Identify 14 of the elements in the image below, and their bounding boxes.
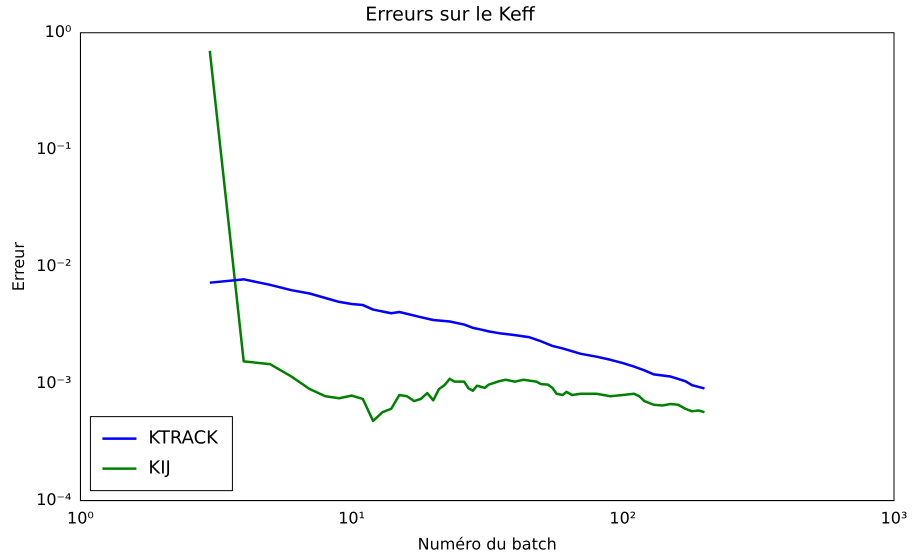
y-tick-label: 10⁻² [36, 256, 72, 275]
y-tick-label: 10⁻⁴ [36, 490, 72, 509]
y-tick-label: 10⁻³ [36, 372, 72, 392]
x-axis-title: Numéro du batch [418, 534, 557, 554]
y-tick-label: 10⁰ [44, 22, 72, 41]
chart-title: Erreurs sur le Keff [365, 3, 536, 26]
x-tick-label: 10² [609, 508, 636, 528]
x-tick-label: 10¹ [338, 508, 366, 528]
y-tick-label: 10⁻¹ [36, 138, 72, 158]
x-tick-label: 10⁰ [67, 508, 94, 528]
y-axis-title: Erreur [8, 242, 28, 292]
legend-label: KTRACK [148, 427, 220, 448]
legend-label: KIJ [148, 457, 171, 478]
x-tick-label: 10³ [880, 508, 908, 528]
